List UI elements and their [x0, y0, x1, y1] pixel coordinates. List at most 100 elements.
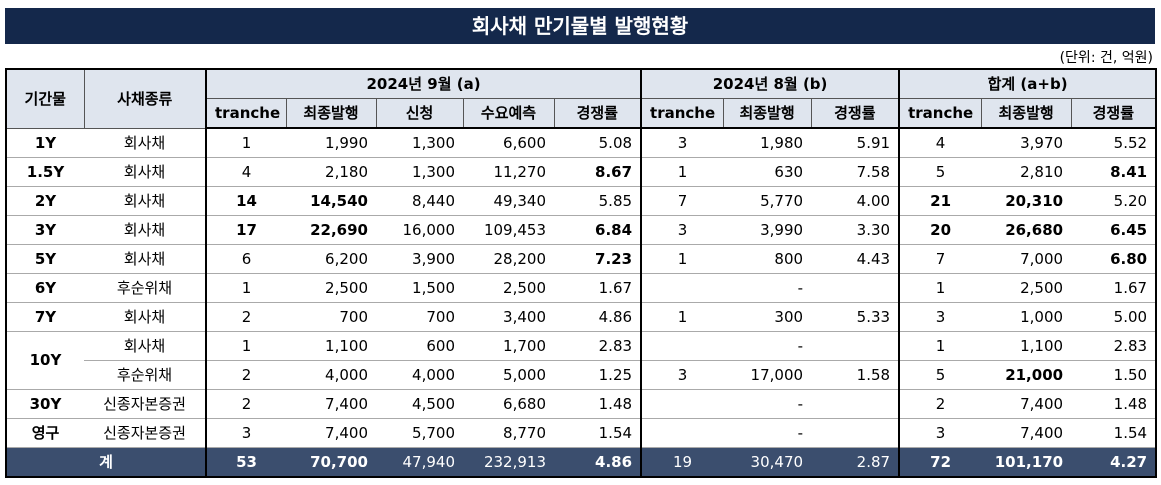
period-cell: 1Y — [6, 128, 84, 158]
cell: 1.48 — [554, 389, 642, 419]
kind-cell: 회사채 — [84, 157, 206, 187]
cell: 3,400 — [463, 302, 554, 332]
cell: 6 — [205, 244, 286, 274]
cell: 5.33 — [811, 302, 900, 332]
data-row: 30Y 신종자본증권 2 7,400 4,500 6,680 1.48-2 7,400 1.48 — [6, 389, 1157, 419]
cell: 7,400 — [981, 389, 1072, 419]
cell: 4,500 — [376, 389, 463, 419]
kind-cell: 후순위채 — [84, 273, 206, 303]
cell: 700 — [376, 302, 463, 332]
cell: 1,000 — [981, 302, 1072, 332]
cell: 1.25 — [554, 360, 642, 390]
cell: 26,680 — [981, 215, 1072, 245]
column-header: 경쟁률 — [810, 97, 900, 129]
title: 회사채 만기물별 발행현황 — [5, 8, 1155, 44]
kind-cell: 후순위채 — [84, 360, 206, 390]
cell: 1.67 — [554, 273, 642, 303]
cell: 1 — [898, 331, 982, 361]
header-row: tranche 최종발행 신청 수요예측 경쟁률 tranche 최종발행 경쟁률 tranch… — [6, 97, 1157, 129]
period-cell: 3Y — [6, 215, 84, 245]
cell: 7 — [898, 244, 982, 274]
cell: 2 — [205, 302, 286, 332]
cell: 17,000 — [723, 360, 812, 390]
cell: 1.54 — [554, 418, 642, 448]
column-header: 최종발행 — [285, 97, 377, 129]
cell: 6,600 — [463, 128, 554, 158]
kind-cell: 회사채 — [84, 186, 206, 216]
cell: 19 — [640, 447, 724, 477]
cell: 7.58 — [811, 157, 900, 187]
cell: 21 — [898, 186, 982, 216]
cell: 4.00 — [811, 186, 900, 216]
column-header: 사채종류 — [83, 68, 207, 129]
empty-cell — [811, 331, 900, 361]
cell: 3.30 — [811, 215, 900, 245]
cell: 1.48 — [1071, 389, 1157, 419]
cell: 5 — [898, 360, 982, 390]
issuance-table: 기간물 사채종류 2024년 9월 (a) 2024년 8월 (b) 합계 (a+b) t… — [5, 68, 1158, 478]
kind-cell: 회사채 — [84, 331, 206, 361]
period-cell: 7Y — [6, 302, 84, 332]
cell: 630 — [723, 157, 812, 187]
column-header: 최종발행 — [722, 97, 812, 129]
group-header: 2024년 8월 (b) — [640, 68, 900, 99]
cell: 1,980 — [723, 128, 812, 158]
cell: 7,400 — [981, 418, 1072, 448]
data-row: 후순위채 2 4,000 4,000 5,000 1.25 3 17,000 1.58 5 21,0… — [6, 360, 1157, 390]
cell: 1 — [640, 302, 724, 332]
cell: 6.45 — [1071, 215, 1157, 245]
cell: 22,690 — [286, 215, 376, 245]
cell: 101,170 — [994, 452, 1064, 471]
cell: 3,900 — [376, 244, 463, 274]
empty-cell — [640, 331, 724, 361]
cell: 1 — [205, 128, 286, 158]
cell: 20,310 — [981, 186, 1072, 216]
cell: 4.86 — [554, 302, 642, 332]
column-header: 기간물 — [5, 68, 85, 129]
cell: 4 — [898, 128, 982, 158]
kind-cell: 회사채 — [84, 215, 206, 245]
cell: 5,000 — [463, 360, 554, 390]
cell: - — [723, 418, 812, 448]
cell: 5.20 — [1071, 186, 1157, 216]
cell: 2,500 — [981, 273, 1072, 303]
cell: 3 — [640, 215, 724, 245]
column-header: 최종발행 — [980, 97, 1072, 129]
cell: 49,340 — [463, 186, 554, 216]
empty-cell — [811, 389, 900, 419]
cell: 1,500 — [376, 273, 463, 303]
cell: - — [723, 331, 812, 361]
cell: 2.83 — [1071, 331, 1157, 361]
empty-cell — [640, 273, 724, 303]
cell: 8.41 — [1071, 157, 1157, 187]
cell: 1,300 — [376, 128, 463, 158]
cell: 5 — [898, 157, 982, 187]
cell: 1 — [898, 273, 982, 303]
cell: 2,180 — [286, 157, 376, 187]
table-head: 기간물 사채종류 2024년 9월 (a) 2024년 8월 (b) 합계 (a+b) t… — [5, 68, 1157, 129]
data-row: 3Y 회사채 17 22,690 16,000 109,453 6.84 3 3,990 3.30… — [6, 215, 1157, 245]
cell: 5.85 — [554, 186, 642, 216]
cell: 232,913 — [483, 452, 546, 471]
cell: 17 — [205, 215, 286, 245]
empty-cell — [640, 389, 724, 419]
cell: 53 — [205, 447, 286, 477]
cell: 30,470 — [750, 452, 804, 471]
cell: 5,700 — [376, 418, 463, 448]
cell: 8,770 — [463, 418, 554, 448]
data-row: 10Y 회사채 1 1,100 600 1,700 2.83-1 1,100 2.83 — [6, 331, 1157, 390]
cell: 20 — [898, 215, 982, 245]
column-header: 신청 — [375, 97, 464, 129]
cell: 4,000 — [286, 360, 376, 390]
data-row: 1.5Y 회사채 4 2,180 1,300 11,270 8.67 1 630 7.58 5 2,8… — [6, 157, 1157, 187]
cell: 3 — [205, 418, 286, 448]
data-row: 2Y 회사채 14 14,540 8,440 49,340 5.85 7 5,770 4.00 21… — [6, 186, 1157, 216]
data-row: 1Y 회사채 1 1,990 1,300 6,600 5.08 3 1,980 5.91 4 3,97… — [6, 128, 1157, 158]
cell: 70,700 — [310, 452, 368, 471]
cell: 8.67 — [554, 157, 642, 187]
cell: 1,100 — [286, 331, 376, 361]
group-header: 합계 (a+b) — [898, 68, 1157, 99]
cell: 4.43 — [811, 244, 900, 274]
cell: 1,700 — [463, 331, 554, 361]
